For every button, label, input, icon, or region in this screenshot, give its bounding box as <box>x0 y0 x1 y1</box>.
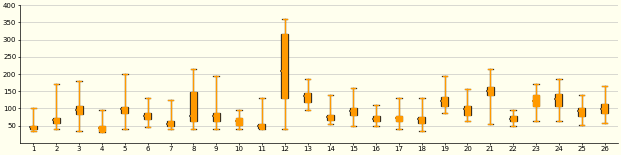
Bar <box>76 106 83 113</box>
Bar <box>76 106 82 113</box>
Bar <box>487 87 494 95</box>
Bar <box>260 124 265 128</box>
Bar <box>282 35 288 98</box>
Bar <box>419 117 424 123</box>
Bar <box>602 104 607 113</box>
Bar <box>396 116 402 121</box>
Bar <box>510 116 515 121</box>
Bar <box>122 107 127 113</box>
Bar <box>556 94 561 106</box>
Bar <box>533 95 538 106</box>
Bar <box>464 106 471 115</box>
Bar <box>30 126 37 129</box>
Bar <box>373 116 379 121</box>
Bar <box>281 35 288 98</box>
Bar <box>442 97 447 106</box>
Bar <box>601 104 608 113</box>
Bar <box>396 116 402 121</box>
Bar <box>168 121 173 126</box>
Bar <box>121 107 129 113</box>
Bar <box>167 121 174 126</box>
Bar <box>555 94 562 106</box>
Bar <box>237 118 242 125</box>
Bar <box>190 92 197 121</box>
Bar <box>214 113 219 121</box>
Bar <box>304 93 311 102</box>
Bar <box>419 117 425 123</box>
Bar <box>99 126 106 131</box>
Bar <box>578 108 585 116</box>
Bar <box>53 118 60 123</box>
Bar <box>487 87 493 95</box>
Bar <box>579 108 584 116</box>
Bar <box>510 116 517 121</box>
Bar <box>533 95 540 106</box>
Bar <box>465 106 470 115</box>
Bar <box>31 126 36 129</box>
Bar <box>350 108 356 115</box>
Bar <box>54 118 59 123</box>
Bar <box>327 115 334 120</box>
Bar <box>213 113 220 121</box>
Bar <box>144 113 151 119</box>
Bar <box>235 118 242 125</box>
Bar <box>191 92 196 121</box>
Bar <box>373 116 379 121</box>
Bar <box>351 108 356 115</box>
Bar <box>258 124 265 128</box>
Bar <box>441 97 448 106</box>
Bar <box>328 115 333 120</box>
Bar <box>145 113 150 119</box>
Bar <box>305 93 310 102</box>
Bar <box>99 126 104 131</box>
